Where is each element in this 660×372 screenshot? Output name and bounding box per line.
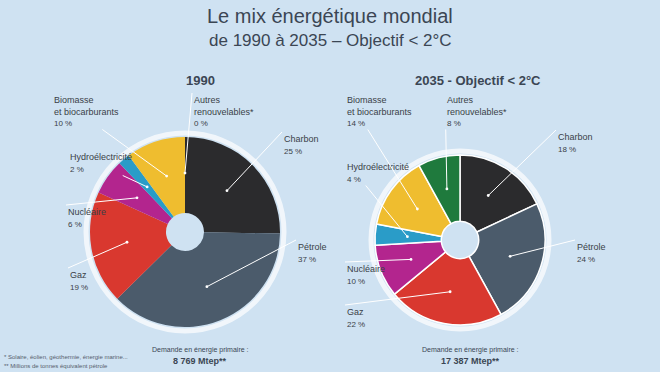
svg-text:Hydroélectricité4 %: Hydroélectricité4 % (347, 162, 409, 184)
svg-text:8 769 Mtep**: 8 769 Mtep** (173, 356, 227, 366)
svg-text:2035 - Objectif < 2°C: 2035 - Objectif < 2°C (415, 73, 541, 88)
svg-text:Demande en énergie primaire :: Demande en énergie primaire : (422, 346, 519, 354)
svg-text:Hydroélectricité2 %: Hydroélectricité2 % (70, 152, 132, 174)
svg-text:Pétrole24 %: Pétrole24 % (577, 242, 606, 264)
svg-text:Nucléaire6 %: Nucléaire6 % (68, 207, 106, 229)
svg-text:Demande en énergie primaire :: Demande en énergie primaire : (152, 346, 249, 354)
svg-text:Charbon18 %: Charbon18 % (558, 132, 593, 154)
svg-text:Biomasseet biocarburants10 %: Biomasseet biocarburants10 % (54, 95, 119, 128)
svg-text:* Solaire, éolien, géothermie,: * Solaire, éolien, géothermie, énergie m… (4, 354, 128, 360)
svg-text:de 1990 à 2035 – Objectif < 2°: de 1990 à 2035 – Objectif < 2°C (209, 31, 452, 50)
svg-text:Le mix énergétique mondial: Le mix énergétique mondial (207, 5, 453, 27)
svg-text:Gaz22 %: Gaz22 % (347, 307, 365, 329)
svg-text:Biomasseet biocarburants14 %: Biomasseet biocarburants14 % (347, 95, 412, 128)
svg-text:1990: 1990 (186, 73, 215, 88)
svg-text:Autresrenouvelables*0 %: Autresrenouvelables*0 % (194, 95, 254, 128)
svg-text:Charbon25 %: Charbon25 % (284, 134, 319, 156)
svg-text:Autresrenouvelables*8 %: Autresrenouvelables*8 % (447, 95, 507, 128)
svg-text:Pétrole37 %: Pétrole37 % (298, 242, 327, 264)
svg-text:17 387 Mtep**: 17 387 Mtep** (441, 356, 500, 366)
svg-text:** Millions de tonnes équivale: ** Millions de tonnes équivalent pétrole (4, 363, 108, 369)
svg-text:Nucléaire10 %: Nucléaire10 % (347, 264, 385, 286)
svg-text:Gaz19 %: Gaz19 % (70, 270, 88, 292)
